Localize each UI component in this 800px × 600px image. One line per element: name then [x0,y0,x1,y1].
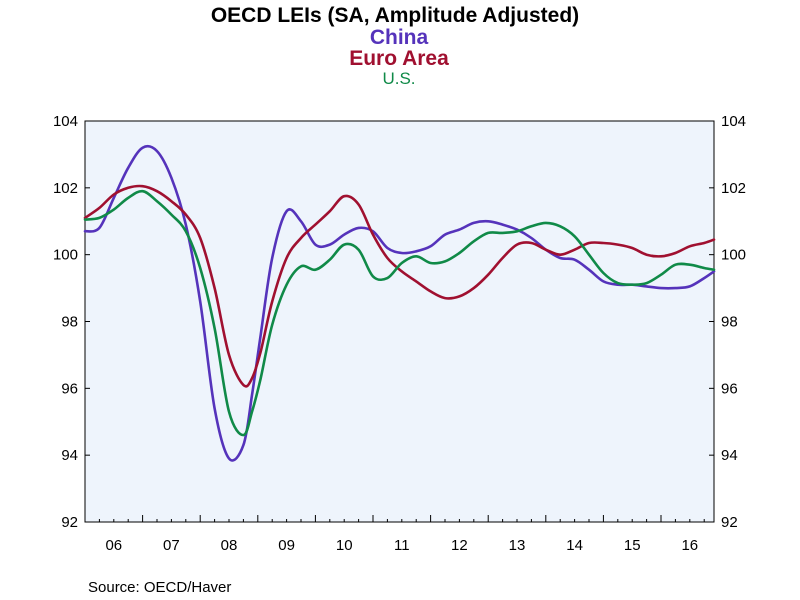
legend-label: China [370,26,429,49]
y-tick-label: 100 [53,247,78,264]
y-tick-label: 94 [721,447,738,464]
series-line [83,184,716,388]
y-tick-label: 92 [61,514,78,531]
x-tick-label: 07 [163,537,180,554]
y-tick-label: 96 [721,380,738,397]
series-line [83,144,716,462]
x-tick-label: 11 [394,537,410,554]
x-tick-label: 14 [566,537,583,554]
y-tick-label: 92 [721,514,738,531]
series-line [83,189,716,437]
chart-title: OECD LEIs (SA, Amplitude Adjusted) [211,4,579,27]
x-tick-label: 06 [105,537,122,554]
y-tick-label: 104 [53,113,78,130]
x-tick-label: 09 [278,537,295,554]
x-tick-label: 08 [221,537,238,554]
legend-label: U.S. [382,69,415,88]
x-tick-label: 12 [451,537,468,554]
y-axis: 92 92 94 94 96 96 98 98 100 100 102 102 104 104 [53,113,746,531]
x-tick-label: 13 [509,537,526,554]
y-tick-label: 98 [61,314,78,331]
y-tick-label: 104 [721,113,746,130]
x-tick-label: 16 [681,537,698,554]
y-tick-label: 100 [721,247,746,264]
x-tick-label: 15 [624,537,641,554]
y-tick-label: 102 [721,180,746,197]
x-axis: 06 07 08 09 10 11 12 13 14 15 16 [84,515,705,554]
y-tick-label: 98 [721,314,738,331]
legend-label: Euro Area [349,47,449,70]
source-note: Source: OECD/Haver [88,579,231,596]
series-lines [83,144,716,462]
y-tick-label: 102 [53,180,78,197]
y-tick-label: 94 [61,447,78,464]
plot-area [84,120,715,523]
y-tick-label: 96 [61,380,78,397]
x-tick-label: 10 [336,537,353,554]
